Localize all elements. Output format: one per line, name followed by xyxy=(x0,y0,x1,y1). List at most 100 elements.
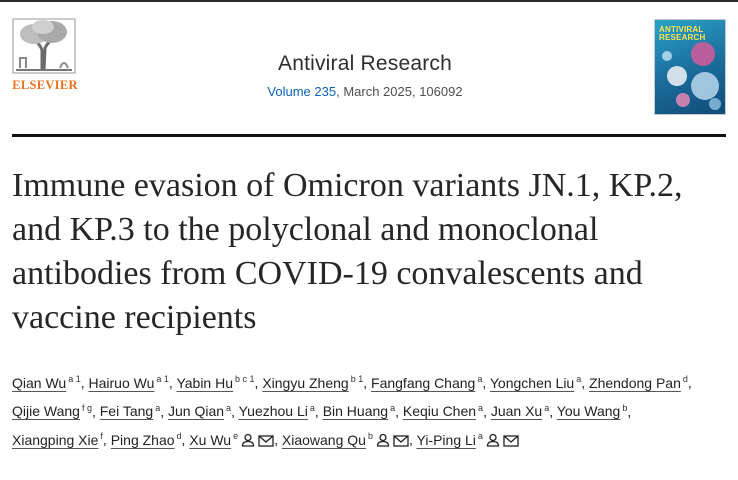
author-name-link[interactable]: Fangfang Chang xyxy=(371,374,476,391)
author-separator: , xyxy=(482,374,490,391)
author-entry: Yongchen Liu a xyxy=(489,374,582,391)
author-separator: , xyxy=(395,403,403,420)
issue-details: , March 2025, 106092 xyxy=(336,84,463,99)
header-divider xyxy=(12,134,726,137)
author-separator: , xyxy=(80,374,89,391)
author-separator: , xyxy=(102,431,111,448)
author-name-link[interactable]: Qian Wu xyxy=(12,374,67,391)
author-entry: Fangfang Chang a xyxy=(371,374,483,391)
author-entry: Fei Tang a xyxy=(99,402,161,420)
author-separator: , xyxy=(549,403,557,420)
author-separator: , xyxy=(581,374,590,391)
author-separator: , xyxy=(314,403,323,420)
affiliation-marker[interactable]: a xyxy=(390,402,396,413)
author-name-link[interactable]: Keqiu Chen xyxy=(402,403,477,420)
author-entry: You Wang b xyxy=(556,402,628,420)
author-name-link[interactable]: Qijie Wang xyxy=(12,403,80,420)
author-entry: Keqiu Chen a xyxy=(402,402,484,420)
author-name-link[interactable]: Hairuo Wu xyxy=(88,374,155,391)
journal-title[interactable]: Antiviral Research xyxy=(278,52,452,75)
author-entry: Yuezhou Li a xyxy=(238,402,315,420)
cover-virus-artwork xyxy=(662,42,721,110)
author-name-link[interactable]: Ping Zhao xyxy=(110,431,175,448)
author-entry: Xiaowang Qu b xyxy=(281,431,409,448)
author-separator: , xyxy=(627,403,632,420)
author-name-link[interactable]: Xiaowang Qu xyxy=(281,431,366,448)
author-separator: , xyxy=(160,403,168,420)
top-border xyxy=(0,0,738,2)
journal-cover-thumbnail[interactable]: ANTIVIRAL RESEARCH xyxy=(655,20,725,114)
author-separator: , xyxy=(687,374,692,391)
person-icon[interactable] xyxy=(241,433,255,447)
affiliation-marker[interactable]: a xyxy=(478,402,484,413)
affiliation-marker[interactable]: b xyxy=(622,402,628,413)
affiliation-marker[interactable]: b 1 xyxy=(350,374,364,384)
author-entry: Jun Qian a xyxy=(168,402,232,420)
author-entry: Yi-Ping Li a xyxy=(416,431,519,448)
affiliation-marker[interactable]: d xyxy=(176,431,182,442)
author-entry: Juan Xu a xyxy=(490,402,550,420)
affiliation-marker[interactable]: a xyxy=(544,402,550,413)
author-name-link[interactable]: Yuezhou Li xyxy=(238,403,308,420)
author-entry: Bin Huang a xyxy=(322,402,396,420)
affiliation-marker[interactable]: a xyxy=(226,402,232,413)
cover-title: ANTIVIRAL RESEARCH xyxy=(659,25,706,42)
author-name-link[interactable]: Bin Huang xyxy=(322,403,389,420)
author-separator: , xyxy=(408,431,417,448)
author-entry: Ping Zhao d xyxy=(110,431,182,448)
author-entry: Hairuo Wu a 1 xyxy=(88,374,169,391)
journal-issue-info: Volume 235, March 2025, 106092 xyxy=(215,84,515,99)
author-separator: , xyxy=(181,431,190,448)
affiliation-marker[interactable]: b xyxy=(367,431,373,442)
author-list: Qian Wu a 1, Hairuo Wu a 1, Yabin Hu b c 1,… xyxy=(12,367,728,453)
author-entry: Yabin Hu b c 1 xyxy=(176,374,255,391)
affiliation-marker[interactable]: b c 1 xyxy=(235,374,255,384)
author-entry: Qijie Wang f g xyxy=(12,402,92,420)
author-entry: Xingyu Zheng b 1 xyxy=(262,374,364,391)
author-separator: , xyxy=(231,403,239,420)
author-name-link[interactable]: Yabin Hu xyxy=(176,374,234,391)
author-separator: , xyxy=(363,374,372,391)
affiliation-marker[interactable]: a xyxy=(309,402,315,413)
author-name-link[interactable]: Xingyu Zheng xyxy=(262,374,349,391)
author-name-link[interactable]: Xu Wu xyxy=(189,431,232,448)
affiliation-marker[interactable]: d xyxy=(682,374,688,384)
affiliation-marker[interactable]: f g xyxy=(81,402,92,413)
article-title: Immune evasion of Omicron variants JN.1,… xyxy=(12,167,683,336)
journal-header: Antiviral Research Volume 235, March 202… xyxy=(215,52,515,99)
affiliation-marker[interactable]: a 1 xyxy=(156,374,169,384)
affiliation-marker[interactable]: a xyxy=(477,374,483,384)
author-separator: , xyxy=(91,403,100,420)
envelope-icon[interactable] xyxy=(503,435,519,447)
envelope-icon[interactable] xyxy=(393,435,409,447)
person-icon[interactable] xyxy=(486,433,500,447)
person-icon[interactable] xyxy=(376,433,390,447)
elsevier-wordmark: ELSEVIER xyxy=(12,78,78,92)
author-name-link[interactable]: Juan Xu xyxy=(490,403,543,420)
author-name-link[interactable]: Xiangping Xie xyxy=(12,431,99,448)
author-name-link[interactable]: Yi-Ping Li xyxy=(416,431,476,448)
volume-link[interactable]: Volume 235 xyxy=(267,84,337,99)
author-name-link[interactable]: Yongchen Liu xyxy=(489,374,575,391)
affiliation-marker[interactable]: f xyxy=(100,431,103,442)
author-name-link[interactable]: Jun Qian xyxy=(168,403,225,420)
author-separator: , xyxy=(254,374,263,391)
author-entry: Xiangping Xie f xyxy=(12,431,103,448)
author-entry: Zhendong Pan d xyxy=(589,374,688,391)
author-name-link[interactable]: Fei Tang xyxy=(99,403,154,420)
author-separator: , xyxy=(483,403,491,420)
author-name-link[interactable]: Zhendong Pan xyxy=(589,374,681,391)
author-entry: Qian Wu a 1 xyxy=(12,374,81,391)
affiliation-marker[interactable]: e xyxy=(233,431,239,442)
elsevier-tree-emblem xyxy=(12,18,76,74)
affiliation-marker[interactable]: a xyxy=(155,402,161,413)
author-name-link[interactable]: You Wang xyxy=(556,403,621,420)
affiliation-marker[interactable]: a xyxy=(477,431,483,442)
envelope-icon[interactable] xyxy=(258,435,274,447)
author-separator: , xyxy=(274,431,282,448)
elsevier-logo[interactable]: ELSEVIER xyxy=(12,18,78,94)
author-entry: Xu Wu e xyxy=(189,431,274,448)
author-separator: , xyxy=(168,374,177,391)
affiliation-marker[interactable]: a xyxy=(576,374,582,384)
affiliation-marker[interactable]: a 1 xyxy=(68,374,81,384)
